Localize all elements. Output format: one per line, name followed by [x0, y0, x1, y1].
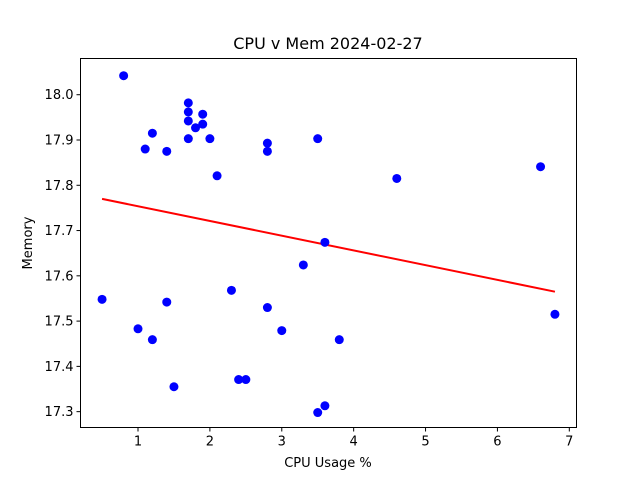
data-point	[334, 335, 344, 345]
data-point	[133, 324, 143, 334]
y-tick-label: 17.3	[45, 405, 74, 420]
data-point	[140, 144, 150, 154]
data-point	[298, 260, 308, 270]
data-point	[550, 309, 560, 319]
data-point	[119, 71, 129, 81]
x-axis: 1 2 3 4 5 6 7	[134, 427, 573, 450]
data-point	[277, 326, 287, 336]
data-point	[234, 375, 244, 385]
trend-line	[101, 197, 556, 293]
x-tick-label: 2	[206, 435, 214, 450]
x-axis-label: CPU Usage %	[284, 456, 372, 471]
data-point	[162, 146, 172, 156]
data-point	[147, 335, 157, 345]
x-tick-label: 5	[421, 435, 429, 450]
plot-frame	[80, 58, 577, 428]
data-point	[97, 294, 107, 304]
data-point	[212, 171, 222, 181]
y-axis-label: Memory	[21, 216, 36, 269]
data-point	[183, 98, 193, 108]
x-tick-label: 1	[134, 435, 142, 450]
data-point	[262, 303, 272, 313]
y-tick-label: 17.4	[45, 360, 74, 375]
data-point	[392, 173, 402, 183]
y-tick-label: 18.0	[45, 88, 74, 103]
data-point	[183, 116, 193, 126]
y-tick-label: 17.6	[45, 269, 74, 284]
data-point	[320, 237, 330, 247]
x-tick-label: 3	[278, 435, 286, 450]
data-point	[147, 128, 157, 138]
data-point	[162, 297, 172, 307]
data-point	[183, 107, 193, 117]
data-point	[262, 146, 272, 156]
y-axis: 17.3 17.4 17.5 17.6 17.7 17.8 17.9 18.0	[45, 88, 81, 420]
x-tick-label: 7	[565, 435, 573, 450]
data-point	[241, 375, 251, 385]
data-point	[313, 134, 323, 144]
data-point	[313, 408, 323, 418]
data-point	[198, 119, 208, 129]
data-point	[536, 162, 546, 172]
y-tick-label: 17.8	[45, 179, 74, 194]
data-point	[198, 109, 208, 119]
chart-title: CPU v Mem 2024-02-27	[233, 34, 422, 53]
data-point	[226, 285, 236, 295]
x-tick-label: 6	[493, 435, 501, 450]
data-point	[262, 138, 272, 148]
y-tick-label: 17.9	[45, 133, 74, 148]
y-tick-label: 17.7	[45, 224, 74, 239]
y-tick-label: 17.5	[45, 315, 74, 330]
data-point	[320, 401, 330, 411]
data-point	[183, 134, 193, 144]
data-points	[97, 71, 560, 418]
trend-line-group	[101, 197, 556, 293]
data-point	[169, 382, 179, 392]
data-point	[205, 134, 215, 144]
x-tick-label: 4	[350, 435, 358, 450]
data-point	[191, 123, 201, 133]
